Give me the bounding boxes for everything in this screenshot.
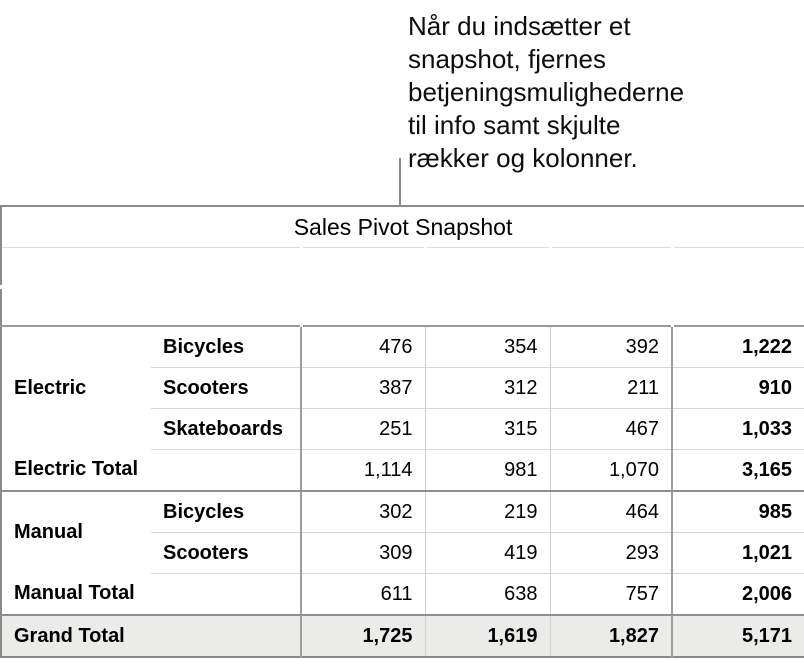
pivot-header-row-fields: Power Product Units (Sum) — [1, 287, 804, 327]
row-label-bicycles: Bicycles — [151, 326, 301, 368]
pivot-snapshot-table: Sales Pivot Snapshot Date (Month) Januar… — [0, 205, 804, 658]
pivot-title-row: Sales Pivot Snapshot — [1, 206, 804, 248]
data-cell-grand-total: 5,171 — [670, 614, 804, 657]
callout-leader-line — [399, 158, 401, 206]
header-cell-march: March — [548, 247, 672, 289]
data-cell-subtotal: 1,070 — [549, 449, 672, 492]
header-cell-date-month: Date (Month) — [1, 247, 301, 289]
data-cell-grand-total: 1,725 — [300, 614, 425, 657]
data-cell: 464 — [549, 491, 672, 533]
data-cell-subtotal: 611 — [300, 573, 425, 616]
table-row-electric-scooters: Scooters 387 312 211 910 — [1, 367, 804, 409]
data-cell-subtotal-grand: 2,006 — [670, 573, 804, 616]
data-cell: 211 — [549, 367, 672, 409]
data-cell: 467 — [549, 408, 672, 450]
row-label-manual-total: Manual Total — [1, 573, 151, 616]
table-row-grand-total: Grand Total 1,725 1,619 1,827 5,171 — [1, 614, 804, 657]
data-cell: 302 — [300, 491, 425, 533]
pivot-header-row-months: Date (Month) January February March Gran… — [1, 247, 804, 289]
header-cell-units-sum: Units (Sum) — [299, 287, 672, 327]
pivot-title: Sales Pivot Snapshot — [1, 206, 804, 248]
callout-text: Når du indsætter et snapshot, fjernes be… — [408, 10, 800, 175]
header-cell-grand-total: Grand Total — [670, 247, 804, 289]
table-row-electric-total: Electric Total 1,114 981 1,070 3,165 — [1, 449, 804, 492]
data-cell: 419 — [424, 532, 550, 574]
header-cell-power: Power — [1, 287, 151, 327]
data-cell: 309 — [300, 532, 425, 574]
data-cell-row-total: 985 — [670, 491, 804, 533]
data-cell-row-total: 1,021 — [670, 532, 804, 574]
callout-line-3: betjeningsmulighederne — [408, 77, 685, 107]
row-group-label-electric: Electric — [1, 326, 151, 450]
header-cell-january: January — [299, 247, 425, 289]
data-cell-grand-total: 1,619 — [424, 614, 550, 657]
table-row-electric-skateboards: Skateboards 251 315 467 1,033 — [1, 408, 804, 450]
row-label-bicycles: Bicycles — [151, 491, 301, 533]
data-cell: 293 — [549, 532, 672, 574]
data-cell: 354 — [424, 326, 550, 368]
table-row-electric-bicycles: Electric Bicycles 476 354 392 1,222 — [1, 326, 804, 450]
data-cell: 476 — [300, 326, 425, 368]
data-cell-subtotal: 981 — [424, 449, 550, 492]
header-cell-february: February — [423, 247, 550, 289]
data-cell-grand-total: 1,827 — [549, 614, 672, 657]
data-cell-subtotal: 638 — [424, 573, 550, 616]
table-row-manual-total: Manual Total 611 638 757 2,006 — [1, 573, 804, 616]
data-cell-row-total: 910 — [670, 367, 804, 409]
row-group-label-manual: Manual — [1, 491, 151, 574]
data-cell-subtotal-grand: 3,165 — [670, 449, 804, 492]
data-cell-subtotal: 1,114 — [300, 449, 425, 492]
callout-line-5: rækker og kolonner. — [408, 143, 638, 173]
empty-cell — [151, 449, 301, 492]
data-cell: 312 — [424, 367, 550, 409]
row-label-scooters: Scooters — [151, 367, 301, 409]
callout-line-1: Når du indsætter et — [408, 11, 631, 41]
callout-line-4: til info samt skjulte — [408, 110, 621, 140]
empty-cell — [151, 573, 301, 616]
callout-line-2: snapshot, fjernes — [408, 44, 607, 74]
data-cell-row-total: 1,222 — [670, 326, 804, 368]
header-cell-product: Product — [151, 287, 301, 327]
row-label-grand-total: Grand Total — [1, 614, 151, 657]
row-label-electric-total: Electric Total — [1, 449, 151, 492]
row-label-scooters: Scooters — [151, 532, 301, 574]
data-cell: 251 — [300, 408, 425, 450]
data-cell-subtotal: 757 — [549, 573, 672, 616]
header-cell-empty — [670, 287, 804, 327]
data-cell: 392 — [549, 326, 672, 368]
data-cell: 219 — [424, 491, 550, 533]
empty-cell — [151, 614, 301, 657]
data-cell-row-total: 1,033 — [670, 408, 804, 450]
table-row-manual-scooters: Scooters 309 419 293 1,021 — [1, 532, 804, 574]
table-row-manual-bicycles: Manual Bicycles 302 219 464 985 — [1, 491, 804, 574]
data-cell: 387 — [300, 367, 425, 409]
data-cell: 315 — [424, 408, 550, 450]
row-label-skateboards: Skateboards — [151, 408, 301, 450]
